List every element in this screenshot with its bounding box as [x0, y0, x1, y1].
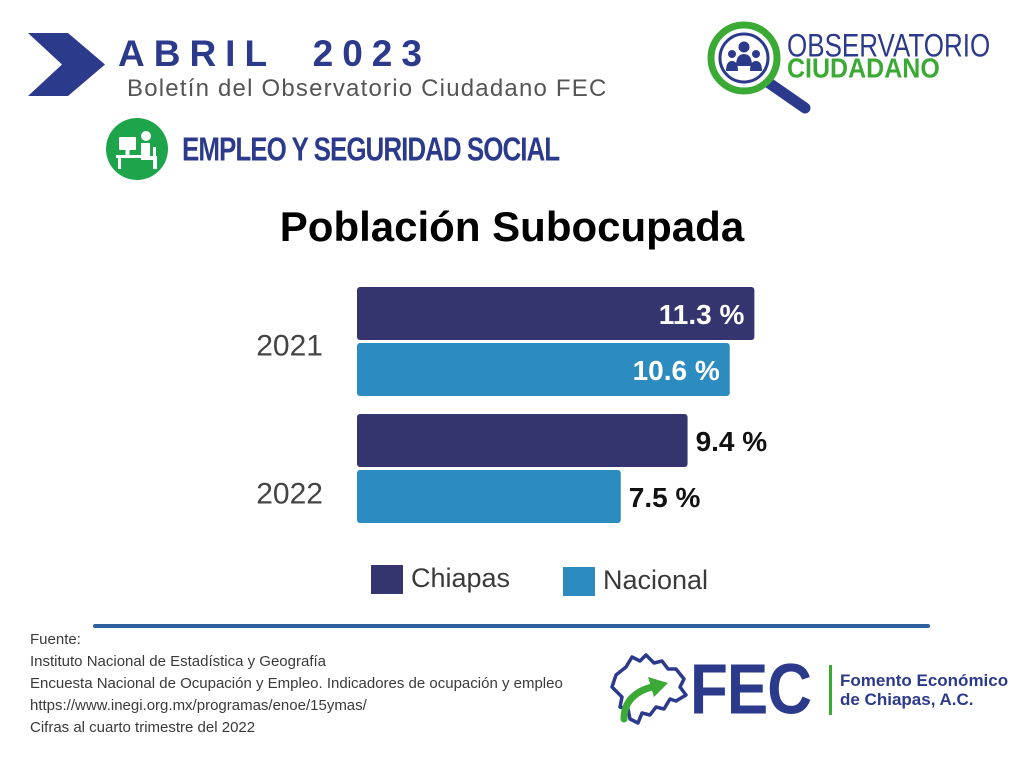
observatorio-logo-line2: CIUDADANO — [787, 52, 940, 85]
source-line: Encuesta Nacional de Ocupación y Empleo.… — [30, 675, 563, 692]
legend-label-nacional: Nacional — [603, 565, 709, 595]
data-label-nacional-2021: 10.6 % — [633, 355, 720, 386]
data-label-nacional-2022: 7.5 % — [629, 482, 701, 513]
source-url: https://www.inegi.org.mx/programas/enoe/… — [30, 697, 367, 714]
fec-logo-separator — [829, 665, 832, 715]
legend-label-chiapas: Chiapas — [411, 563, 511, 593]
fec-logo-name: Fomento Económico de Chiapas, A.C. — [840, 671, 1008, 709]
observatorio-logo-line1: OBSERVATORIO — [787, 26, 991, 64]
fec-logo-acronym: FEC — [690, 650, 812, 730]
data-label-chiapas-2021: 11.3 % — [659, 299, 745, 330]
legend-swatch-chiapas — [371, 565, 403, 594]
bulletin-subtitle: Boletín del Observatorio Ciudadano FEC — [127, 75, 608, 102]
bar-nacional-2022 — [357, 470, 621, 523]
source-heading: Fuente: — [30, 631, 81, 648]
bar-nacional-2021 — [357, 343, 730, 396]
category-label-2022: 2022 — [256, 478, 323, 511]
bar-chart: 2021 11.3 % 10.6 % 2022 9.4 % 7.5 % — [256, 287, 768, 523]
source-line: Instituto Nacional de Estadística y Geog… — [30, 653, 326, 670]
source-line: Cifras al cuarto trimestre del 2022 — [30, 719, 256, 736]
section-title: EMPLEO Y SEGURIDAD SOCIAL — [182, 129, 560, 169]
data-label-chiapas-2022: 9.4 % — [696, 426, 768, 457]
fec-logo-line1: Fomento Económico — [840, 671, 1009, 690]
legend-swatch-nacional — [563, 567, 595, 596]
magnifier-people-icon — [707, 21, 811, 114]
chart-title: Población Subocupada — [279, 203, 745, 250]
category-label-2021: 2021 — [256, 330, 323, 363]
chevron-right-icon — [28, 33, 105, 96]
chiapas-map-arrow-icon — [610, 653, 688, 725]
divider-line — [93, 624, 930, 628]
source-notes: Fuente: Instituto Nacional de Estadístic… — [30, 629, 563, 739]
office-worker-icon — [106, 118, 168, 180]
bulletin-month-year: ABRIL 2023 — [118, 33, 431, 74]
fec-logo-line2: de Chiapas, A.C. — [840, 690, 974, 709]
bar-chiapas-2021 — [357, 287, 755, 340]
bar-chiapas-2022 — [357, 414, 688, 467]
